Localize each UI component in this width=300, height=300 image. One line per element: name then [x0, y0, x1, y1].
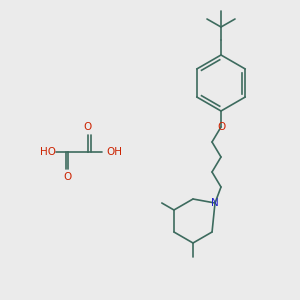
Text: OH: OH — [106, 147, 122, 157]
Text: O: O — [64, 172, 72, 182]
Text: HO: HO — [40, 147, 56, 157]
Text: O: O — [84, 122, 92, 132]
Text: O: O — [217, 122, 225, 132]
Text: N: N — [211, 198, 219, 208]
